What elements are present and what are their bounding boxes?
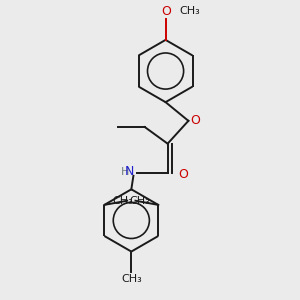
Text: CH₃: CH₃ xyxy=(112,196,134,206)
Text: CH₃: CH₃ xyxy=(121,274,142,284)
Text: O: O xyxy=(162,5,172,18)
Text: CH₃: CH₃ xyxy=(179,6,200,16)
Text: O: O xyxy=(178,168,188,181)
Text: CH₃: CH₃ xyxy=(129,196,150,206)
Text: O: O xyxy=(190,114,200,127)
Text: N: N xyxy=(125,165,134,178)
Text: H: H xyxy=(121,167,129,177)
